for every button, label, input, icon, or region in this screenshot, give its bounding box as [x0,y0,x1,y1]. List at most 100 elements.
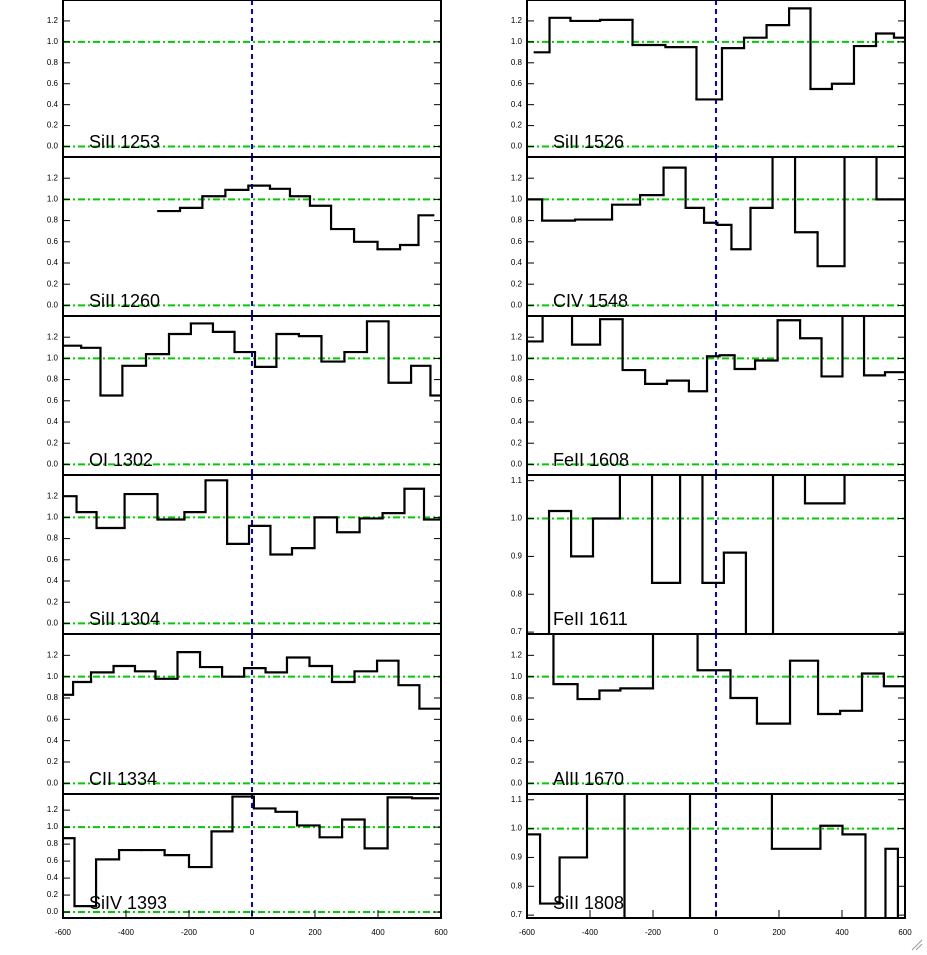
line-label: CII 1334 [89,769,157,789]
y-tick-label: 0.6 [47,555,59,564]
y-tick-label: 0.4 [511,258,523,267]
y-tick-label: 1.0 [511,37,523,46]
line-label: SiIV 1393 [89,893,167,913]
y-tick-label: 0.2 [511,279,523,288]
panel: 0.0 0.2 0.4 0.6 0.8 1.0 1.2 -600 -400 -200 0 200 400… [47,793,448,937]
y-tick-label: 0.6 [47,79,59,88]
y-tick-label: 0.7 [511,910,523,919]
y-tick-label: 1.0 [47,672,59,681]
plot-area [527,316,905,475]
panel: 0.0 0.2 0.4 0.6 0.8 1.0 1.2 OI 1302 [47,315,442,476]
line-label: SiII 1260 [89,291,160,311]
y-tick-label: 0.8 [511,881,523,890]
y-tick-label: 0.0 [47,907,59,916]
x-tick-label: -400 [582,928,599,937]
y-tick-label: 1.0 [47,195,59,204]
y-tick-label: 0.4 [47,576,59,585]
y-tick-label: 0.2 [47,438,59,447]
y-tick-label: 0.6 [511,396,523,405]
y-tick-label: 1.1 [511,476,523,485]
panel: 0.7 0.8 0.9 1.0 1.1 -600 -400 -200 0 200 400 600 SiI… [511,793,912,937]
y-tick-label: 0.4 [47,417,59,426]
x-tick-label: 400 [835,928,849,937]
y-tick-label: 0.9 [511,853,523,862]
panel: 0.0 0.2 0.4 0.6 0.8 1.0 1.2 SiII 1526 [511,0,906,158]
y-tick-label: 0.0 [511,301,523,310]
plot-area [527,634,905,794]
x-tick-label: 200 [308,928,322,937]
y-tick-label: 0.6 [47,237,59,246]
line-label: SiII 1253 [89,132,160,152]
y-tick-label: 0.4 [47,873,59,882]
resize-grip [911,939,923,951]
y-tick-label: 0.4 [511,417,523,426]
panel: 0.0 0.2 0.4 0.6 0.8 1.0 1.2 FeII 1608 [511,315,906,476]
line-label: CIV 1548 [553,291,628,311]
y-tick-label: 0.7 [511,627,523,636]
panel: 0.0 0.2 0.4 0.6 0.8 1.0 1.2 SiII 1304 [47,474,442,635]
panel: 0.0 0.2 0.4 0.6 0.8 1.0 1.2 SiII 1260 [47,156,442,317]
y-tick-label: 0.2 [511,438,523,447]
y-tick-label: 0.4 [47,736,59,745]
line-label: AlII 1670 [553,769,624,789]
y-tick-label: 0.2 [47,890,59,899]
line-label: SiII 1304 [89,609,160,629]
y-tick-label: 0.6 [47,856,59,865]
y-tick-label: 1.2 [511,173,523,182]
line-label: SiII 1808 [553,893,624,913]
plot-area [63,475,441,634]
y-tick-label: 1.1 [511,795,523,804]
y-tick-label: 0.0 [47,778,59,787]
x-tick-label: -600 [55,928,72,937]
y-tick-label: 1.0 [511,672,523,681]
y-tick-label: 1.0 [511,354,523,363]
y-tick-label: 0.4 [511,736,523,745]
y-tick-label: 0.2 [47,279,59,288]
y-tick-label: 0.2 [511,757,523,766]
y-tick-label: 0.4 [511,100,523,109]
y-tick-label: 0.8 [47,839,59,848]
line-label: FeII 1611 [553,609,628,629]
panel: 0.0 0.2 0.4 0.6 0.8 1.0 1.2 SiII 1253 [47,0,442,158]
plot-area [527,475,905,634]
y-tick-label: 0.8 [47,375,59,384]
y-tick-label: 0.6 [47,396,59,405]
y-tick-label: 0.0 [47,619,59,628]
y-tick-label: 1.2 [47,491,59,500]
y-tick-label: 0.2 [47,121,59,130]
plot-area [63,634,441,794]
y-tick-label: 0.8 [47,534,59,543]
y-tick-label: 0.0 [47,301,59,310]
y-tick-label: 0.0 [511,142,523,151]
y-tick-label: 0.2 [511,121,523,130]
plot-area [63,0,441,157]
y-tick-label: 1.2 [511,650,523,659]
y-tick-label: 1.2 [511,16,523,25]
y-tick-label: 0.6 [47,714,59,723]
y-tick-label: 1.2 [47,16,59,25]
y-tick-label: 0.8 [511,693,523,702]
panel: 0.0 0.2 0.4 0.6 0.8 1.0 1.2 CIV 1548 [511,156,906,317]
x-tick-label: 600 [434,928,448,937]
y-tick-label: 0.0 [47,142,59,151]
y-tick-label: 0.8 [511,216,523,225]
x-tick-label: -400 [118,928,135,937]
y-tick-label: 1.0 [47,354,59,363]
y-tick-label: 1.0 [511,514,523,523]
line-label: OI 1302 [89,450,153,470]
y-tick-label: 1.2 [47,805,59,814]
y-tick-label: 1.0 [511,195,523,204]
y-tick-label: 0.4 [47,100,59,109]
line-label: FeII 1608 [553,450,629,470]
y-tick-label: 1.2 [511,332,523,341]
y-tick-label: 0.8 [47,58,59,67]
x-tick-label: 400 [371,928,385,937]
y-tick-label: 0.8 [511,58,523,67]
panel: 0.0 0.2 0.4 0.6 0.8 1.0 1.2 AlII 1670 [511,633,906,795]
y-tick-label: 0.9 [511,552,523,561]
y-tick-label: 0.8 [511,589,523,598]
y-tick-label: 0.4 [47,258,59,267]
x-tick-label: 600 [898,928,912,937]
x-tick-label: 0 [714,928,719,937]
